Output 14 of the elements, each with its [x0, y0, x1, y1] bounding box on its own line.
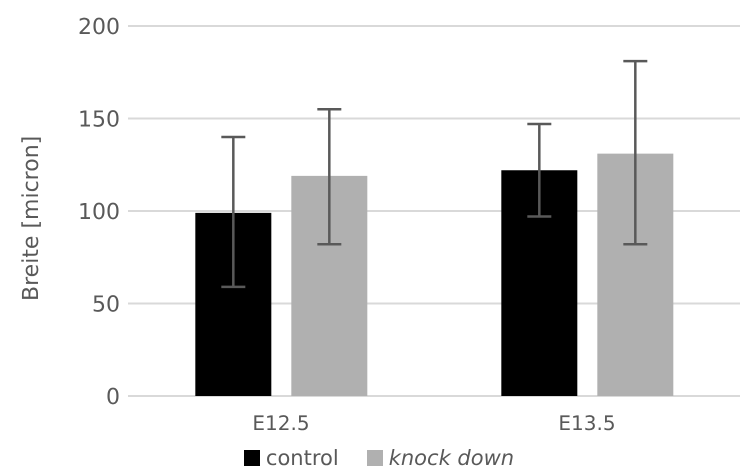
- y-tick-label: 50: [92, 292, 120, 318]
- bar: [291, 176, 368, 396]
- x-tick-label: E12.5: [252, 411, 310, 436]
- y-axis-title: Breite [micron]: [18, 136, 44, 301]
- legend-label: knock down: [388, 446, 514, 470]
- x-tick-label: E13.5: [558, 411, 616, 436]
- bar: [195, 212, 272, 396]
- bar: [501, 170, 578, 396]
- y-tick-label: 100: [78, 200, 120, 225]
- legend-label: control: [266, 446, 339, 470]
- y-tick-label: 0: [106, 384, 120, 410]
- y-tick-label: 150: [78, 107, 120, 132]
- bar: [597, 154, 674, 396]
- y-tick-label: 200: [78, 14, 120, 40]
